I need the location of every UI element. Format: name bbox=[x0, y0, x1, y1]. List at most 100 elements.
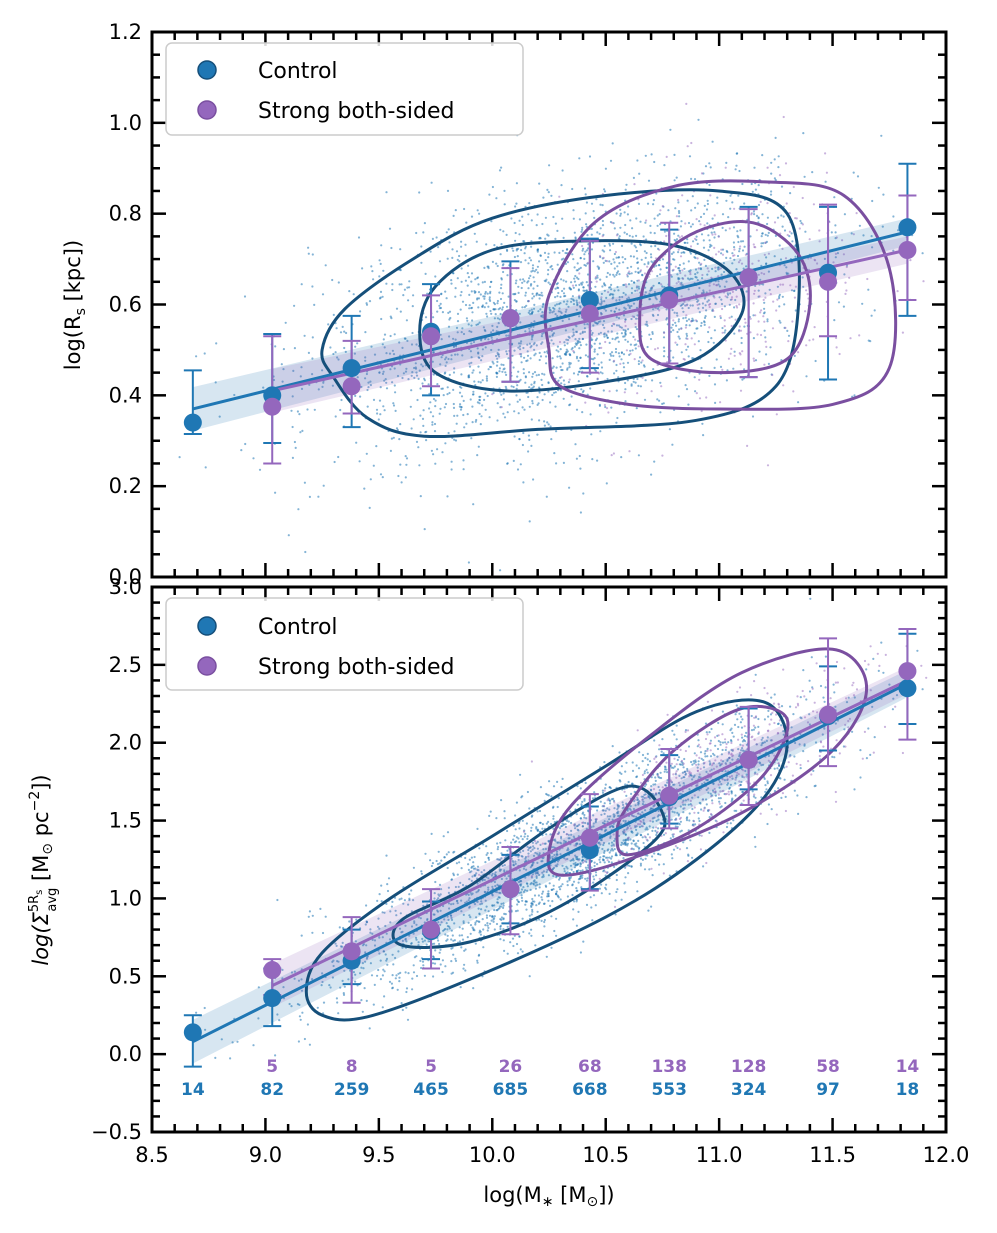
scatter-point-control bbox=[422, 231, 425, 234]
scatter-point-control bbox=[572, 328, 575, 331]
scatter-point-control bbox=[662, 336, 666, 339]
scatter-point-control bbox=[675, 724, 678, 727]
scatter-point-strong bbox=[763, 320, 766, 323]
scatter-point-control bbox=[605, 883, 608, 886]
scatter-point-control bbox=[483, 398, 486, 401]
scatter-point-control bbox=[514, 205, 517, 208]
scatter-point-control bbox=[755, 214, 759, 217]
scatter-point-control bbox=[790, 232, 793, 235]
scatter-point-control bbox=[640, 258, 643, 261]
scatter-point-control bbox=[773, 693, 776, 696]
scatter-point-control bbox=[552, 884, 555, 887]
scatter-point-control bbox=[415, 374, 419, 377]
scatter-point-control bbox=[643, 868, 647, 871]
scatter-point-control bbox=[593, 348, 596, 351]
scatter-point-control bbox=[405, 463, 408, 466]
scatter-point-control bbox=[600, 361, 603, 364]
scatter-point-strong bbox=[703, 224, 706, 227]
scatter-point-control bbox=[740, 240, 743, 243]
scatter-point-control bbox=[703, 316, 707, 319]
scatter-point-control bbox=[425, 439, 428, 442]
scatter-point-control bbox=[716, 202, 719, 205]
scatter-point-strong bbox=[759, 311, 762, 314]
scatter-point-control bbox=[644, 379, 647, 382]
scatter-point-control bbox=[530, 829, 533, 832]
scatter-point-control bbox=[516, 255, 519, 258]
scatter-point-control bbox=[571, 893, 574, 897]
scatter-point-control bbox=[760, 242, 763, 245]
scatter-point-control bbox=[258, 468, 262, 471]
scatter-point-control bbox=[713, 315, 716, 318]
scatter-point-control bbox=[354, 980, 357, 983]
scatter-point-control bbox=[739, 721, 743, 724]
scatter-point-control bbox=[649, 231, 652, 234]
scatter-point-control bbox=[700, 324, 703, 327]
scatter-point-control bbox=[536, 284, 539, 287]
scatter-point-control bbox=[560, 258, 564, 261]
scatter-point-control bbox=[822, 696, 825, 699]
scatter-point-control bbox=[792, 713, 795, 716]
scatter-point-control bbox=[539, 294, 542, 297]
scatter-point-control bbox=[546, 273, 550, 276]
scatter-point-control bbox=[515, 279, 518, 282]
scatter-point-control bbox=[553, 251, 556, 254]
scatter-point-control bbox=[561, 319, 564, 322]
scatter-point-control bbox=[446, 393, 449, 396]
scatter-point-control bbox=[577, 881, 580, 884]
scatter-point-control bbox=[729, 257, 732, 260]
scatter-point-control bbox=[550, 946, 553, 949]
scatter-point-control bbox=[707, 249, 710, 252]
scatter-point-control bbox=[644, 256, 647, 259]
scatter-point-strong bbox=[628, 450, 631, 453]
scatter-point-control bbox=[563, 344, 566, 347]
scatter-point-control bbox=[477, 954, 480, 957]
scatter-point-control bbox=[892, 215, 895, 218]
scatter-point-strong bbox=[690, 337, 693, 340]
scatter-point-control bbox=[696, 279, 699, 282]
scatter-point-strong bbox=[713, 214, 716, 217]
scatter-point-control bbox=[405, 319, 408, 322]
scatter-point-control bbox=[611, 142, 614, 145]
scatter-point-control bbox=[354, 394, 357, 397]
scatter-point-control bbox=[623, 410, 626, 414]
scatter-point-control bbox=[544, 280, 547, 283]
scatter-point-control bbox=[804, 230, 807, 233]
scatter-point-control bbox=[348, 920, 351, 923]
scatter-point-control bbox=[602, 352, 605, 355]
scatter-point-control bbox=[499, 938, 502, 941]
scatter-point-control bbox=[720, 252, 723, 255]
scatter-point-control bbox=[691, 317, 694, 320]
scatter-point-control bbox=[455, 422, 458, 425]
scatter-point-control bbox=[626, 266, 629, 270]
scatter-point-control bbox=[684, 384, 687, 387]
scatter-point-control bbox=[431, 421, 434, 424]
scatter-point-control bbox=[518, 219, 521, 222]
scatter-point-control bbox=[540, 291, 543, 294]
scatter-point-control bbox=[686, 241, 689, 244]
scatter-point-control bbox=[637, 285, 640, 288]
scatter-point-control bbox=[528, 256, 531, 259]
scatter-point-control bbox=[773, 767, 776, 770]
scatter-point-control bbox=[703, 204, 706, 207]
scatter-point-control bbox=[492, 920, 495, 923]
scatter-point-control bbox=[525, 822, 529, 825]
scatter-point-strong bbox=[764, 340, 767, 343]
scatter-point-control bbox=[530, 913, 533, 916]
scatter-point-control bbox=[850, 232, 853, 235]
scatter-point-strong bbox=[717, 250, 720, 253]
scatter-point-control bbox=[452, 953, 455, 956]
scatter-point-control bbox=[592, 210, 595, 213]
scatter-point-control bbox=[672, 251, 675, 254]
scatter-point-strong bbox=[782, 115, 785, 119]
scatter-point-control bbox=[410, 389, 413, 392]
scatter-point-control bbox=[561, 777, 564, 781]
scatter-point-control bbox=[276, 898, 279, 902]
scatter-point-control bbox=[769, 193, 773, 196]
scatter-point-control bbox=[921, 252, 924, 255]
scatter-point-strong bbox=[684, 222, 687, 225]
scatter-point-control bbox=[431, 862, 434, 865]
scatter-point-control bbox=[446, 386, 449, 389]
scatter-point-strong bbox=[693, 343, 696, 346]
scatter-point-control bbox=[505, 233, 508, 236]
scatter-point-control bbox=[617, 256, 620, 259]
